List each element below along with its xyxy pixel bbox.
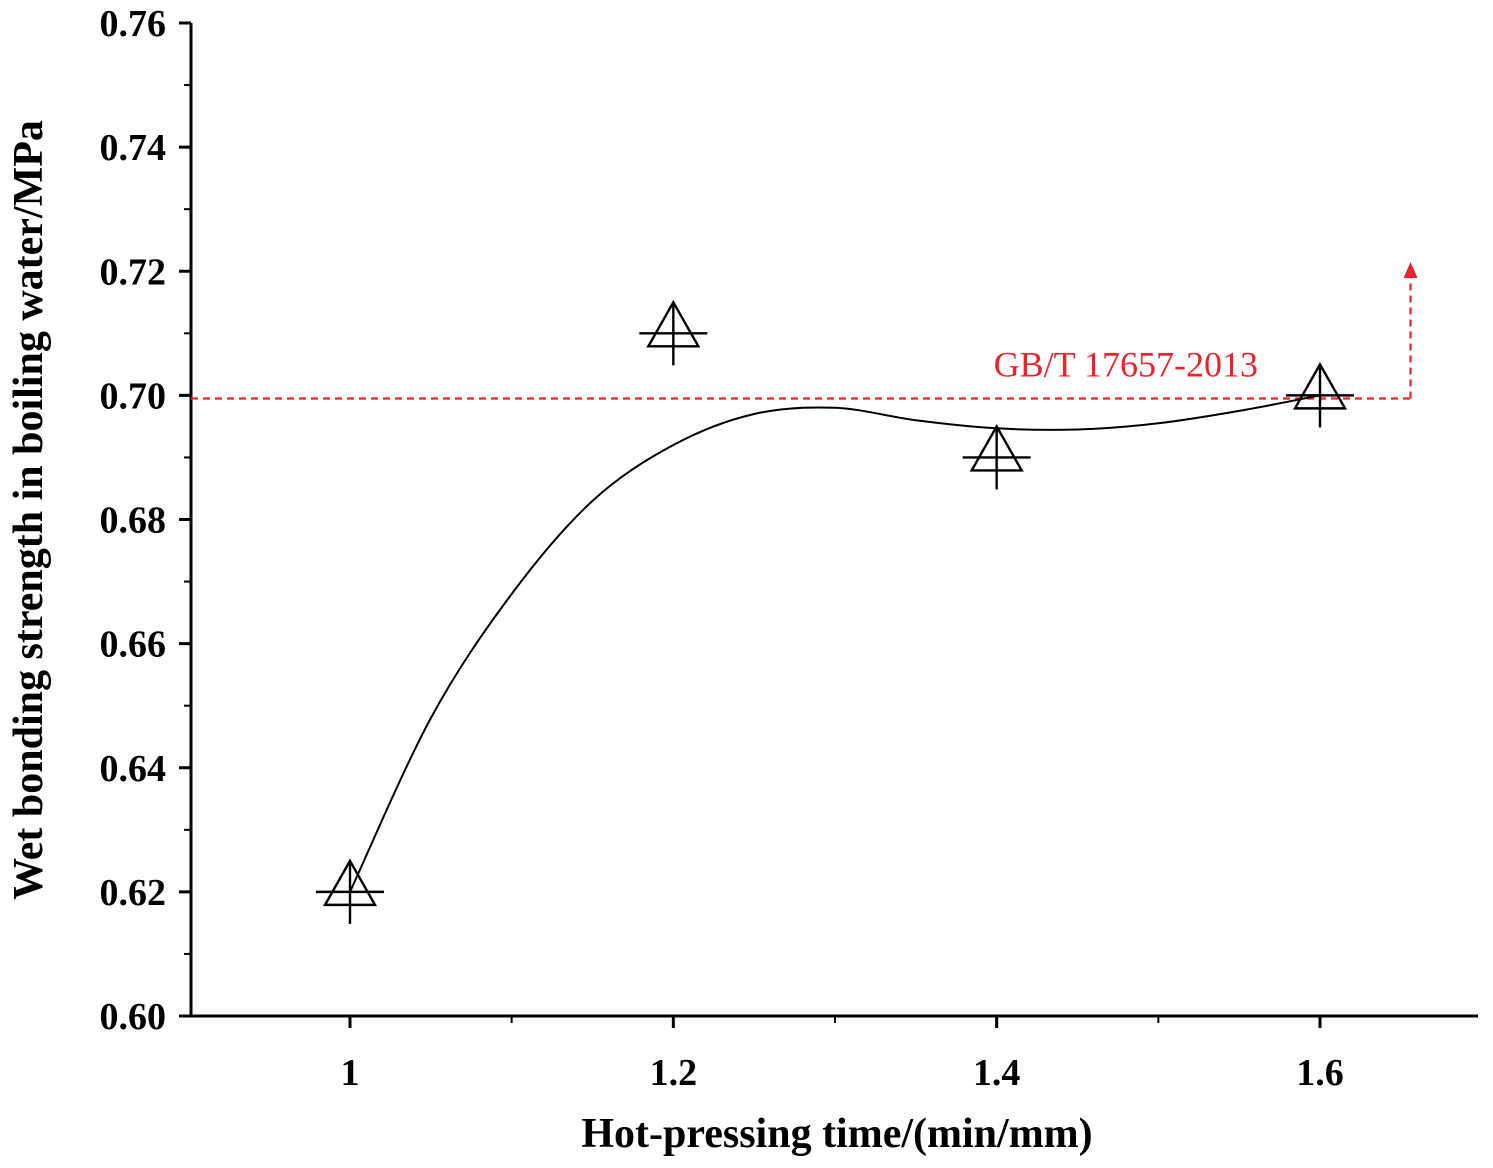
- y-tick-label: 0.62: [100, 872, 167, 914]
- x-tick-label: 1: [341, 1052, 360, 1094]
- data-point: [1286, 361, 1354, 428]
- x-tick-label: 1.4: [973, 1052, 1021, 1094]
- data-point: [316, 858, 384, 924]
- y-axis-title: Wet bonding strength in boiling water/MP…: [6, 120, 52, 900]
- reference-line-group: GB/T 17657-2013: [191, 261, 1418, 400]
- data-point: [962, 424, 1031, 490]
- fit-curve-group: [349, 394, 1321, 893]
- y-tick-label: 0.66: [100, 624, 167, 666]
- fit-curve: [349, 394, 1321, 893]
- x-axis-title: Hot-pressing time/(min/mm): [581, 1111, 1092, 1157]
- x-tick-label: 1.6: [1296, 1052, 1344, 1094]
- reference-arrow-head: [1403, 261, 1418, 278]
- y-tick-label: 0.70: [100, 375, 167, 417]
- y-tick-label: 0.76: [100, 3, 167, 45]
- reference-line-label: GB/T 17657-2013: [994, 344, 1258, 384]
- y-tick-label: 0.74: [100, 127, 167, 169]
- y-tick-label: 0.64: [100, 748, 167, 790]
- x-tick-label: 1.2: [650, 1052, 698, 1094]
- y-tick-label: 0.60: [100, 996, 167, 1038]
- data-point: [639, 299, 708, 366]
- data-points-group: [316, 299, 1354, 924]
- y-tick-label: 0.68: [100, 500, 167, 542]
- axes: 0.60 0.62 0.64 0.66 0.68 0.70 0.72 0.74 0.76 1 1.2…: [100, 3, 1478, 1094]
- y-tick-label: 0.72: [100, 251, 167, 293]
